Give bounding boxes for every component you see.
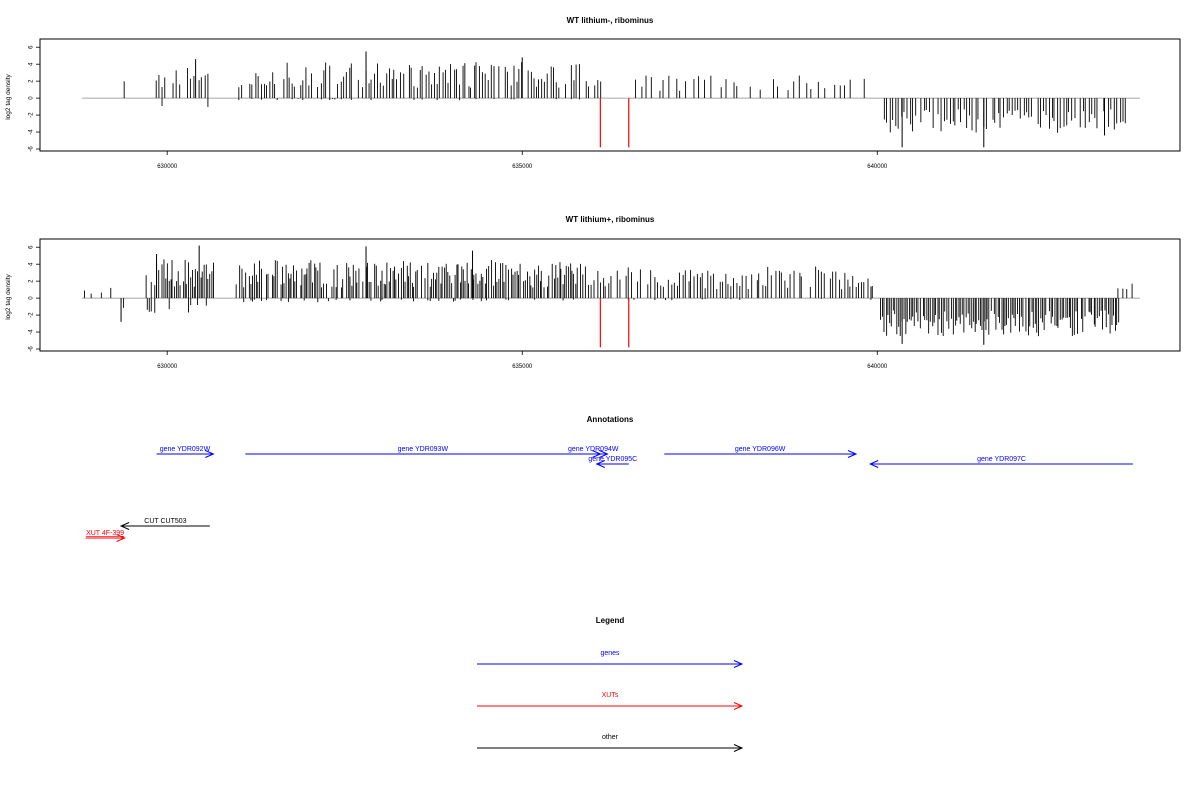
annotation-label: gene YDR094W xyxy=(568,446,619,453)
track-panel-lithium-minus: WT lithium-, ribominus log2 tag density … xyxy=(5,16,1181,170)
y-tick-label: -2 xyxy=(29,112,35,118)
y-tick-label: 4 xyxy=(29,262,35,266)
x-tick-label: 635000 xyxy=(512,164,533,170)
annotation-arrow-head xyxy=(119,522,130,530)
annotation-label: CUT CUT503 xyxy=(144,518,186,525)
annotation-label: XUT 4F-399 xyxy=(86,530,124,537)
legend-item: XUTs xyxy=(477,692,744,710)
legend-label: genes xyxy=(600,650,620,657)
plot-frame xyxy=(39,38,1181,152)
annotation-label: gene YDR095C xyxy=(588,456,637,463)
legend-arrow-head xyxy=(733,660,744,668)
x-tick-label: 635000 xyxy=(512,364,533,370)
annotation-feature: gene YDR096W xyxy=(664,446,858,458)
legend-arrow-head xyxy=(733,744,744,752)
annotation-label: gene YDR097C xyxy=(977,456,1026,463)
legend-arrow-head xyxy=(733,702,744,710)
annotations-track: Annotations gene YDR092W gene YDR093W gene… xyxy=(85,415,1133,542)
y-axis-label: log2 tag density xyxy=(5,273,12,319)
x-tick-label: 640000 xyxy=(867,364,888,370)
annotations-title: Annotations xyxy=(587,415,634,424)
annotation-label: gene YDR092W xyxy=(160,446,211,453)
y-tick-label: -4 xyxy=(29,329,35,335)
annotation-label: gene YDR093W xyxy=(398,446,449,453)
annotation-feature: gene YDR092W xyxy=(156,446,215,458)
y-tick-label: -2 xyxy=(29,312,35,318)
y-axis-label: log2 tag density xyxy=(5,73,12,119)
legend-item: other xyxy=(477,734,744,752)
annotation-arrow-head xyxy=(116,534,126,542)
y-tick-label: 6 xyxy=(29,45,35,49)
x-tick-label: 630000 xyxy=(157,364,178,370)
annotation-arrow-head xyxy=(847,450,858,458)
legend-label: XUTs xyxy=(602,692,619,699)
track-panel-lithium-plus: WT lithium+, ribominus log2 tag density … xyxy=(5,215,1181,370)
y-tick-label: 6 xyxy=(29,245,35,249)
annotation-feature: gene YDR094W xyxy=(568,446,619,458)
annotation-feature: CUT CUT503 xyxy=(119,518,210,530)
y-tick-label: 2 xyxy=(29,79,35,83)
annotation-arrow-head xyxy=(868,460,879,468)
legend: Legend genes XUTs other xyxy=(477,616,744,752)
legend-item: genes xyxy=(477,650,744,668)
y-tick-label: -6 xyxy=(29,346,35,352)
annotation-feature: gene YDR095C xyxy=(588,456,637,468)
annotation-feature: gene YDR097C xyxy=(868,456,1133,468)
y-tick-label: 0 xyxy=(29,96,35,100)
x-tick-label: 630000 xyxy=(157,164,178,170)
x-tick-label: 640000 xyxy=(867,164,888,170)
y-tick-label: -4 xyxy=(29,129,35,135)
y-tick-label: 0 xyxy=(29,296,35,300)
annotation-feature: XUT 4F-399 xyxy=(85,530,126,542)
annotation-arrow-head xyxy=(599,450,609,458)
y-tick-label: 4 xyxy=(29,62,35,66)
y-tick-label: 2 xyxy=(29,279,35,283)
annotation-arrow-head xyxy=(205,450,215,458)
panel-title: WT lithium+, ribominus xyxy=(566,215,655,224)
annotation-label: gene YDR096W xyxy=(735,446,786,453)
y-tick-label: -6 xyxy=(29,146,35,152)
panel-title: WT lithium-, ribominus xyxy=(567,16,654,25)
annotation-arrow-head xyxy=(595,460,605,468)
annotation-feature: gene YDR093W xyxy=(245,446,602,458)
plot-frame xyxy=(39,238,1181,352)
legend-title: Legend xyxy=(596,616,625,625)
legend-label: other xyxy=(602,734,619,741)
